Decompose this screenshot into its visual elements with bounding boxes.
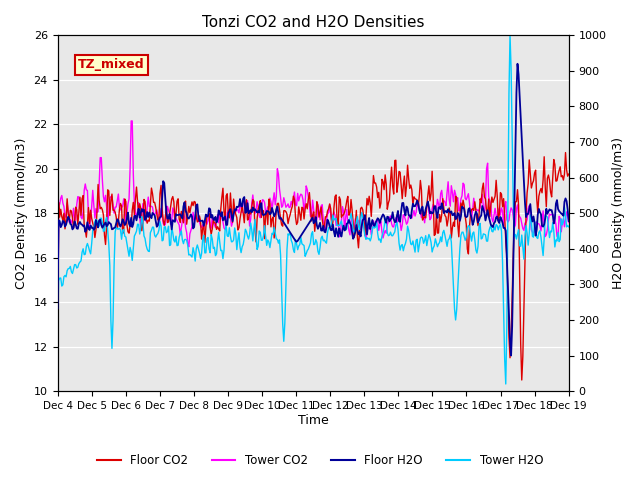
- Text: TZ_mixed: TZ_mixed: [78, 59, 145, 72]
- Y-axis label: H2O Density (mmol/m3): H2O Density (mmol/m3): [612, 137, 625, 289]
- Title: Tonzi CO2 and H2O Densities: Tonzi CO2 and H2O Densities: [202, 15, 424, 30]
- X-axis label: Time: Time: [298, 414, 328, 427]
- Y-axis label: CO2 Density (mmol/m3): CO2 Density (mmol/m3): [15, 138, 28, 289]
- Legend: Floor CO2, Tower CO2, Floor H2O, Tower H2O: Floor CO2, Tower CO2, Floor H2O, Tower H…: [92, 449, 548, 472]
